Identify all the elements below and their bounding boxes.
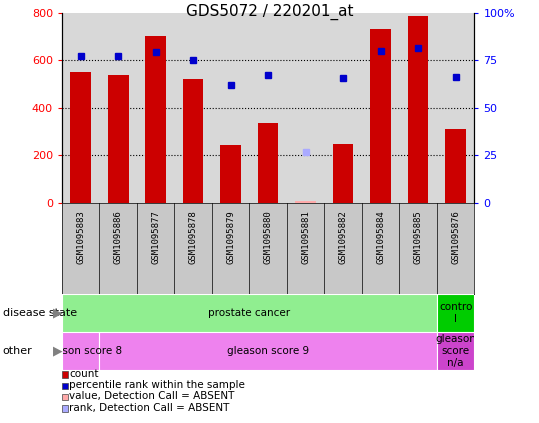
Text: value, Detection Call = ABSENT: value, Detection Call = ABSENT: [69, 391, 234, 401]
Text: ▶: ▶: [53, 345, 63, 357]
Text: count: count: [69, 368, 99, 379]
Text: GSM1095880: GSM1095880: [264, 210, 273, 264]
Text: GSM1095877: GSM1095877: [151, 210, 160, 264]
Text: percentile rank within the sample: percentile rank within the sample: [69, 380, 245, 390]
Bar: [333, 143, 354, 203]
Text: gleason score 9: gleason score 9: [227, 346, 309, 356]
Text: GSM1095883: GSM1095883: [76, 210, 85, 264]
Bar: [370, 29, 391, 203]
Bar: [258, 124, 279, 203]
Bar: [437, 294, 474, 332]
Text: ▶: ▶: [53, 307, 63, 319]
Text: GSM1095882: GSM1095882: [338, 210, 348, 264]
Text: rank, Detection Call = ABSENT: rank, Detection Call = ABSENT: [69, 403, 230, 413]
Bar: [71, 72, 91, 203]
Text: gleason score 8: gleason score 8: [40, 346, 122, 356]
Text: GSM1095876: GSM1095876: [451, 210, 460, 264]
Text: GSM1095884: GSM1095884: [376, 210, 385, 264]
Bar: [62, 332, 100, 370]
Text: GSM1095878: GSM1095878: [189, 210, 198, 264]
Text: disease state: disease state: [3, 308, 77, 318]
Text: GSM1095886: GSM1095886: [114, 210, 123, 264]
Text: GSM1095879: GSM1095879: [226, 210, 235, 264]
Bar: [295, 201, 316, 203]
Bar: [146, 36, 166, 203]
Bar: [100, 332, 437, 370]
Bar: [445, 129, 466, 203]
Bar: [437, 332, 474, 370]
Bar: [408, 16, 429, 203]
Text: GSM1095881: GSM1095881: [301, 210, 310, 264]
Text: prostate cancer: prostate cancer: [209, 308, 291, 318]
Bar: [108, 74, 128, 203]
Text: contro
l: contro l: [439, 302, 472, 324]
Bar: [220, 145, 241, 203]
Text: GSM1095885: GSM1095885: [413, 210, 423, 264]
Text: GDS5072 / 220201_at: GDS5072 / 220201_at: [186, 4, 353, 20]
Text: other: other: [3, 346, 32, 356]
Text: gleason
score
n/a: gleason score n/a: [435, 335, 476, 368]
Bar: [183, 80, 204, 203]
